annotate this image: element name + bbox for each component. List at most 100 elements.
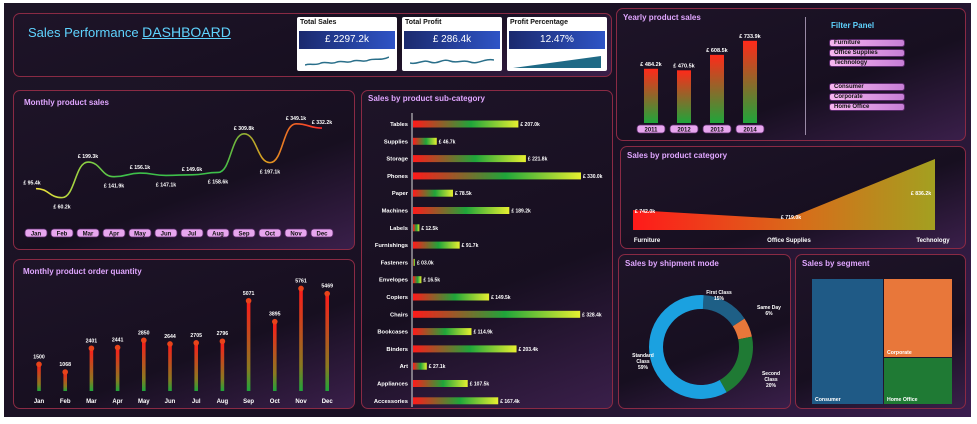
qty-month-label: Jan (34, 399, 45, 405)
qty-month-label: Oct (270, 399, 280, 405)
month-pill-label: Apr (109, 232, 120, 238)
filter-segment-item[interactable]: Home Office (829, 103, 905, 111)
filter-segment-list: Consumer Corporate Home Office (829, 83, 909, 115)
donut-label: Second Class 20% (762, 371, 780, 389)
month-sales-label: £ 199.3k (78, 154, 98, 160)
filter-category-item[interactable]: Furniture (829, 39, 905, 47)
segment-block (812, 279, 883, 404)
month-sales-label: £ 156.1k (130, 165, 150, 171)
header-panel: Sales Performance DASHBOARD Total Sales … (13, 13, 612, 77)
subcat-label: Copiers (386, 295, 408, 301)
year-pill (669, 124, 699, 134)
subcat-value: £ 12.5k (421, 226, 438, 232)
subcat-value: £ 203.4k (519, 347, 539, 353)
month-pill (206, 228, 230, 238)
subcat-bar (413, 362, 427, 370)
subcat-bar (413, 328, 472, 336)
filter-segment-item[interactable]: Corporate (829, 93, 905, 101)
subcat-value: £ 78.5k (455, 191, 472, 197)
subcat-bar (413, 276, 422, 284)
year-bar (644, 68, 658, 123)
year-bar-label: £ 484.2k (640, 62, 662, 68)
qty-stem (168, 343, 172, 391)
progress-wedge (513, 56, 601, 68)
qty-dot (36, 361, 42, 368)
year-pill-label: 2014 (743, 128, 757, 134)
qty-value: 2441 (112, 338, 124, 344)
kpi-total-sales: Total Sales £ 2297.2k (297, 17, 397, 71)
month-pill-label: Feb (57, 232, 68, 238)
segment-label: Corporate (887, 350, 912, 356)
qty-stem (63, 371, 67, 391)
month-sales-label: £ 141.9k (104, 184, 124, 190)
filter-category-item[interactable]: Office Supplies (829, 49, 905, 57)
subcat-value: £ 114.9k (473, 330, 492, 336)
year-bar-label: £ 470.5k (673, 63, 695, 69)
donut-label: First Class 15% (706, 290, 732, 302)
qty-month-label: Apr (112, 399, 123, 405)
subcat-value: £ 27.1k (429, 364, 446, 370)
month-sales-label: £ 349.1k (286, 116, 306, 122)
subcat-bar (413, 172, 581, 180)
qty-value: 5469 (321, 284, 333, 290)
subcat-label: Phones (387, 174, 408, 180)
category-axis-label: Office Supplies (767, 238, 811, 244)
month-pill (232, 228, 256, 238)
kpi-value: £ 286.4k (404, 31, 500, 49)
subcat-value: £ 107.5k (470, 382, 490, 388)
subcat-label: Binders (386, 347, 408, 353)
subcat-value: £ 16.5k (423, 278, 440, 284)
filter-segment-item[interactable]: Consumer (829, 83, 905, 91)
year-bar-label: £ 733.9k (739, 34, 761, 40)
subcat-value: £ 167.4k (500, 399, 520, 405)
qty-value: 1068 (59, 362, 71, 368)
qty-month-label: Mar (86, 399, 97, 405)
filter-category-list: Furniture Office Supplies Technology (829, 39, 909, 71)
qty-value: 5761 (295, 278, 307, 284)
yearly-chart: £ 484.2k 2011 £ 470.5k 2012 £ 608.5k 2013 £ 73… (636, 34, 765, 134)
segment-treemap-chart: Consumer Corporate Home Office (812, 279, 952, 404)
month-pill (50, 228, 74, 238)
subcat-label: Supplies (384, 139, 408, 145)
subcat-label: Tables (390, 122, 408, 128)
year-pill (636, 124, 666, 134)
qty-stem (194, 342, 198, 391)
qty-stem (220, 341, 225, 391)
filter-category-item[interactable]: Technology (829, 59, 905, 67)
subcat-label: Envelopes (379, 278, 408, 284)
qty-stem (325, 293, 329, 391)
shipment-donut-chart: First Class 15% Same Day 6% Second Class 20% St… (632, 290, 781, 399)
segment-label: Home Office (887, 397, 918, 403)
month-pill-label: Oct (265, 232, 275, 238)
subcat-value: £ 207.0k (520, 122, 540, 128)
subcat-bar (413, 137, 437, 145)
kpi-label: Total Profit (405, 19, 442, 26)
year-bar (677, 70, 691, 123)
category-panel: Sales by product category £ 742.0k £ 719.… (620, 146, 966, 249)
panel-title: Sales by segment (802, 259, 870, 268)
subcat-label: Appliances (377, 382, 408, 388)
segment-block (884, 358, 952, 404)
title-main: DASHBOARD (142, 24, 231, 40)
year-pill-label: 2011 (644, 128, 658, 134)
category-area (633, 159, 935, 230)
month-pill-label: Jul (188, 232, 197, 238)
qty-dot (62, 369, 68, 375)
monthly-sales-panel: Monthly product sales £ 95.4k Jan £ 60.2k F… (13, 90, 355, 250)
subcat-bar (413, 189, 453, 197)
month-pill (128, 228, 152, 238)
qty-stem (299, 288, 303, 391)
subcat-bar (413, 120, 519, 128)
subcat-value: £ 149.5k (491, 295, 511, 301)
kpi-value: 12.47% (509, 31, 605, 49)
subcat-bar (413, 241, 460, 249)
qty-value: 2796 (217, 331, 229, 337)
qty-dot (193, 340, 199, 346)
qty-dot (88, 345, 95, 352)
subcat-bar (413, 380, 468, 387)
month-sales-label: £ 158.6k (208, 179, 228, 185)
qty-dot (167, 341, 173, 347)
year-pill (735, 124, 765, 134)
year-pill-label: 2013 (710, 128, 724, 134)
donut-slice (649, 295, 727, 399)
